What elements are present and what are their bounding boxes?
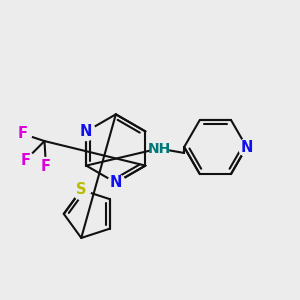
Text: N: N	[110, 175, 122, 190]
Text: F: F	[20, 153, 30, 168]
Text: NH: NH	[147, 142, 170, 155]
Text: N: N	[240, 140, 253, 154]
Text: F: F	[41, 159, 51, 174]
Text: F: F	[17, 126, 27, 141]
Text: S: S	[76, 182, 86, 197]
Text: N: N	[80, 124, 92, 139]
